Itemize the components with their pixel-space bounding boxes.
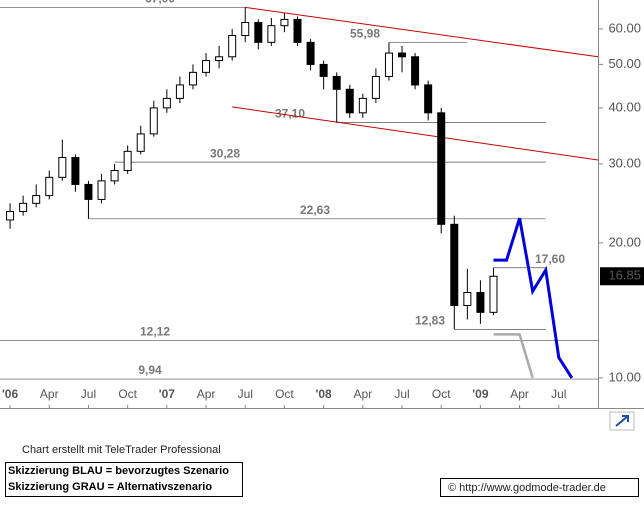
candle-body [6, 210, 15, 221]
level-label: 17,60 [535, 252, 565, 266]
candle-body [306, 41, 315, 65]
copyright: © http://www.godmode-trader.de [448, 482, 606, 494]
candle-body [345, 88, 354, 114]
candle-body [293, 18, 302, 43]
candle-body [241, 22, 250, 37]
candle-body [463, 292, 472, 307]
x-tick-label: Apr [353, 387, 372, 401]
candle-body [411, 56, 420, 86]
candle-body [58, 157, 67, 178]
last-price-box [600, 267, 644, 286]
x-tick-label: Oct [432, 387, 451, 401]
level-label: 55,98 [350, 27, 380, 41]
level-label: 9,94 [138, 363, 162, 377]
x-tick-label: Oct [275, 387, 294, 401]
trendline [245, 6, 599, 58]
x-tick-label: '07 [159, 387, 176, 401]
candle-body [32, 195, 41, 204]
candle-body [149, 107, 158, 135]
x-tick-label: Jul [551, 387, 566, 401]
candle-body [267, 25, 276, 43]
candle-body [19, 202, 28, 212]
x-tick-label: Oct [118, 387, 137, 401]
candle-body [476, 292, 485, 313]
candle-body [489, 275, 498, 313]
candle-body [123, 150, 132, 172]
candle-body [437, 112, 446, 225]
candle-body [45, 176, 54, 197]
candle-body [136, 133, 145, 152]
x-tick-label: Jul [394, 387, 409, 401]
legend-text: Skizzierung BLAU = bevorzugtes Szenario [8, 465, 229, 477]
candle-body [97, 180, 106, 200]
scroll-icon[interactable] [609, 411, 635, 431]
level-label: 12,83 [415, 314, 445, 328]
candle-body [424, 84, 433, 114]
candle-body [110, 170, 119, 182]
candle-body [319, 63, 328, 77]
x-tick-label: Jul [238, 387, 253, 401]
scenario-path [493, 333, 534, 379]
candle-body [398, 52, 407, 58]
y-tick-label: 20.00 [608, 234, 641, 249]
candle-body [175, 84, 184, 99]
y-tick-label: 10.00 [608, 369, 641, 384]
copyright-box [440, 478, 639, 497]
candle-body [162, 97, 171, 109]
y-tick-label: 30.00 [608, 155, 641, 170]
last-price-label: 16.85 [608, 268, 641, 283]
scenario-path [493, 217, 574, 379]
candle-body [358, 97, 367, 114]
level-label: 30,28 [210, 146, 240, 160]
x-tick-label: '06 [2, 387, 19, 401]
candle-body [371, 75, 380, 99]
credit: Chart erstellt mit TeleTrader Profession… [22, 444, 221, 456]
candle-body [384, 52, 393, 77]
candle-body [188, 71, 197, 86]
candle-body [71, 157, 80, 185]
candle-body [84, 183, 93, 200]
level-label: 12,12 [140, 325, 170, 339]
y-tick-label: 40.00 [608, 99, 641, 114]
candle-body [202, 60, 211, 73]
candle-body [215, 56, 224, 62]
y-tick-label: 60.00 [608, 20, 641, 35]
candle-body [332, 75, 341, 90]
y-tick-label: 50.00 [608, 56, 641, 71]
icon-arrow[interactable] [615, 415, 629, 427]
candle-body [280, 18, 289, 27]
x-tick-label: Apr [197, 387, 216, 401]
trendline [232, 106, 599, 161]
x-tick-label: Apr [40, 387, 59, 401]
level-label: 37,10 [275, 107, 305, 121]
legend-text: Skizzierung GRAU = Alternativszenario [8, 481, 212, 493]
x-tick-label: '08 [316, 387, 333, 401]
candle-body [228, 35, 237, 58]
x-tick-label: Apr [510, 387, 529, 401]
x-tick-label: '09 [472, 387, 489, 401]
level-label: 67,00 [145, 0, 175, 6]
x-tick-label: Jul [81, 387, 96, 401]
legend-box [5, 462, 243, 497]
candle-body [450, 223, 459, 307]
candle-body [254, 22, 263, 43]
level-label: 22,63 [300, 203, 330, 217]
